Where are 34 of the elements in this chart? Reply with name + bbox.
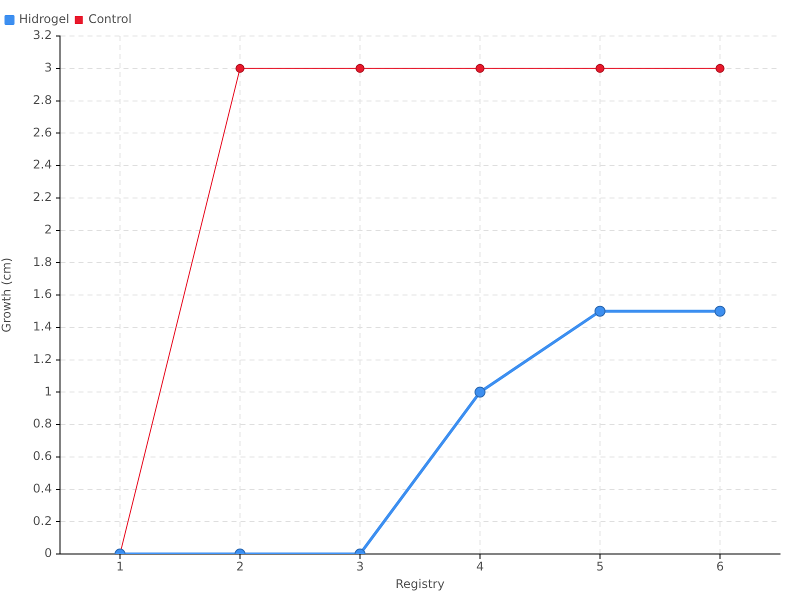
legend-label: Hidrogel [19,12,70,26]
y-tick-label: 2.6 [32,125,52,140]
y-tick-label: 1.4 [32,320,52,334]
x-tick-label: 6 [716,559,724,574]
y-tick-label: 0.8 [32,416,52,431]
y-axis-title: Growth (cm) [0,258,14,332]
y-tick-label: 0.6 [32,449,52,463]
y-tick-label: 2.2 [32,190,52,204]
y-tick-label: 0.2 [32,514,52,528]
point [596,64,604,73]
y-tick-label: 0 [44,546,52,560]
point [236,64,244,73]
y-tick-label: 0.4 [32,481,52,496]
point [476,64,484,73]
y-tick-label: 1.6 [32,287,52,302]
y-tick-label: 2.4 [32,158,52,172]
legend-label: Control [88,12,132,26]
x-axis-title: Registry [395,576,445,591]
point [356,64,364,73]
point [714,306,726,317]
x-tick-label: 2 [236,559,244,574]
x-tick-label: 3 [356,559,364,574]
x-tick-label: 5 [596,559,604,574]
y-tick-label: 3 [44,60,52,74]
y-tick-label: 1 [44,384,52,398]
y-tick-label: 2.8 [32,92,52,107]
y-tick-label: 1.8 [32,254,52,269]
y-tick-label: 2 [44,222,52,236]
point [594,306,606,317]
point [716,64,724,73]
x-tick-label: 4 [476,559,484,574]
y-tick-label: 3.2 [32,28,52,42]
y-tick-label: 1.2 [32,352,52,366]
x-tick-label: 1 [116,559,124,574]
